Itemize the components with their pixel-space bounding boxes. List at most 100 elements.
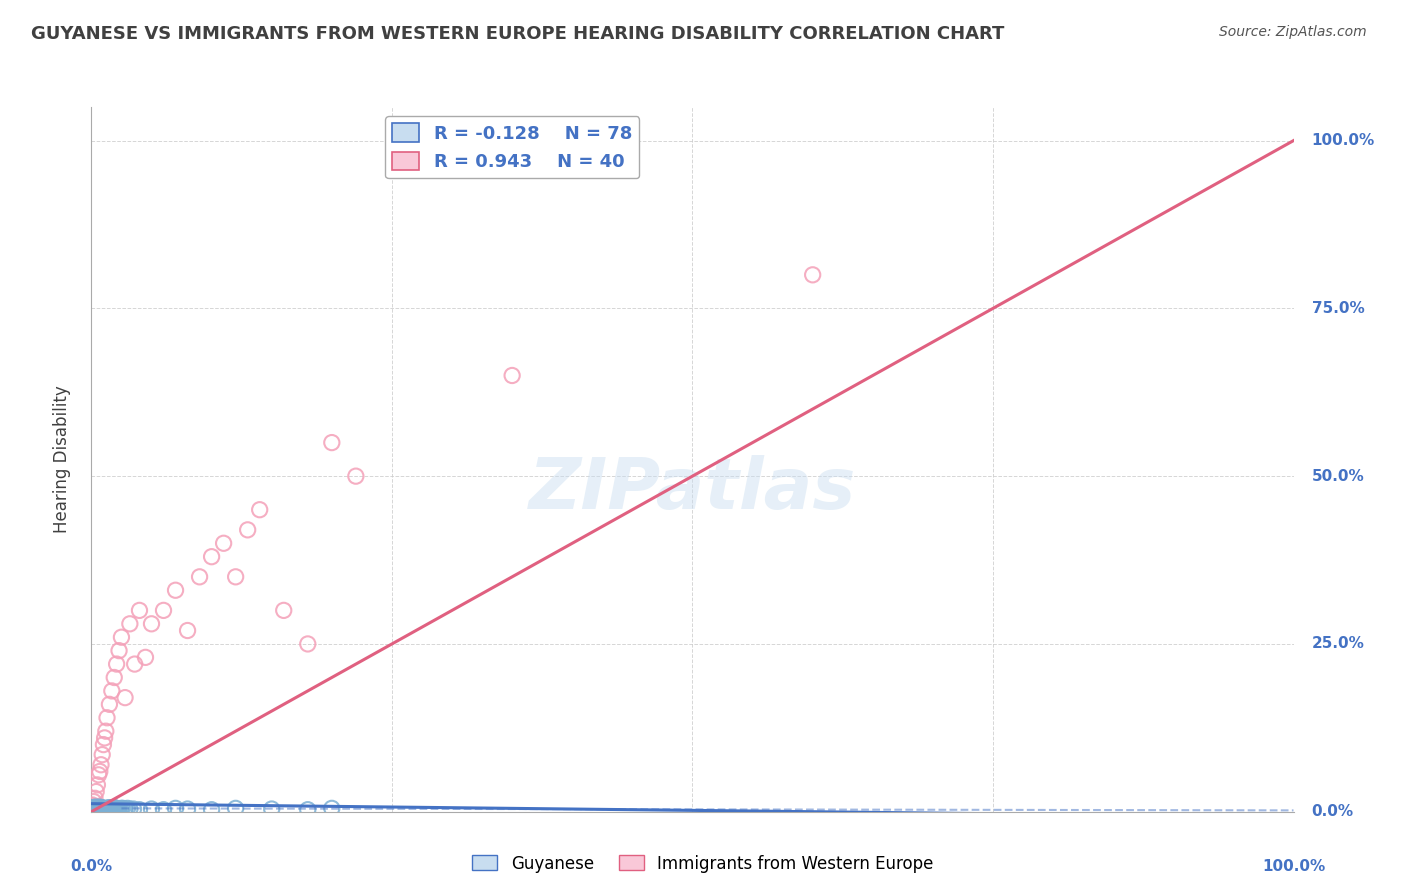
- Point: [110, 630, 132, 644]
- Point: [89, 801, 111, 815]
- Point: [90, 802, 112, 816]
- Point: [82, 801, 104, 815]
- Point: [141, 616, 163, 631]
- Point: [273, 603, 295, 617]
- Point: [82, 800, 104, 814]
- Point: [100, 801, 122, 815]
- Point: [176, 802, 198, 816]
- Legend: R = -0.128    N = 78, R = 0.943    N = 40: R = -0.128 N = 78, R = 0.943 N = 40: [385, 116, 640, 178]
- Point: [225, 570, 247, 584]
- Point: [87, 803, 110, 817]
- Point: [93, 731, 115, 745]
- Point: [87, 801, 110, 815]
- Point: [114, 690, 136, 705]
- Point: [86, 802, 108, 816]
- Point: [89, 803, 111, 817]
- Point: [176, 624, 198, 638]
- Point: [96, 711, 118, 725]
- Point: [188, 570, 211, 584]
- Point: [212, 536, 235, 550]
- Point: [141, 802, 163, 816]
- Text: 25.0%: 25.0%: [1312, 636, 1364, 651]
- Point: [86, 802, 108, 816]
- Point: [98, 802, 121, 816]
- Point: [90, 800, 112, 814]
- Point: [101, 801, 124, 815]
- Text: 50.0%: 50.0%: [1312, 468, 1364, 483]
- Point: [90, 800, 112, 814]
- Point: [84, 802, 107, 816]
- Point: [501, 368, 523, 383]
- Text: 100.0%: 100.0%: [1312, 133, 1375, 148]
- Point: [107, 803, 129, 817]
- Point: [344, 469, 367, 483]
- Point: [96, 803, 118, 817]
- Point: [105, 802, 128, 816]
- Text: ZIPatlas: ZIPatlas: [529, 455, 856, 524]
- Point: [101, 803, 124, 817]
- Point: [97, 801, 120, 815]
- Point: [83, 801, 105, 815]
- Point: [91, 801, 114, 815]
- Point: [165, 801, 187, 815]
- Text: 0.0%: 0.0%: [70, 859, 112, 873]
- Legend: Guyanese, Immigrants from Western Europe: Guyanese, Immigrants from Western Europe: [465, 848, 941, 880]
- Point: [94, 724, 117, 739]
- Point: [165, 583, 187, 598]
- Point: [93, 801, 115, 815]
- Point: [87, 801, 110, 815]
- Point: [87, 802, 110, 816]
- Point: [118, 616, 141, 631]
- Point: [89, 800, 111, 814]
- Point: [91, 747, 114, 762]
- Point: [152, 803, 174, 817]
- Point: [98, 802, 121, 816]
- Point: [200, 549, 222, 564]
- Point: [297, 637, 319, 651]
- Point: [86, 778, 108, 792]
- Point: [128, 603, 150, 617]
- Point: [83, 803, 105, 817]
- Point: [84, 791, 107, 805]
- Point: [83, 802, 105, 816]
- Point: [103, 802, 125, 816]
- Point: [82, 797, 104, 812]
- Text: GUYANESE VS IMMIGRANTS FROM WESTERN EUROPE HEARING DISABILITY CORRELATION CHART: GUYANESE VS IMMIGRANTS FROM WESTERN EURO…: [31, 25, 1004, 43]
- Point: [107, 802, 129, 816]
- Point: [94, 802, 117, 816]
- Point: [93, 738, 115, 752]
- Point: [86, 800, 108, 814]
- Point: [110, 803, 132, 817]
- Point: [124, 657, 146, 671]
- Point: [84, 801, 107, 815]
- Point: [200, 803, 222, 817]
- Point: [97, 800, 120, 814]
- Text: 0.0%: 0.0%: [1312, 805, 1354, 819]
- Point: [94, 802, 117, 816]
- Point: [83, 795, 105, 809]
- Point: [152, 603, 174, 617]
- Text: Source: ZipAtlas.com: Source: ZipAtlas.com: [1219, 25, 1367, 39]
- Point: [114, 802, 136, 816]
- Point: [83, 803, 105, 817]
- Point: [108, 643, 131, 657]
- Point: [90, 802, 112, 816]
- Point: [321, 801, 343, 815]
- Point: [321, 435, 343, 450]
- Point: [89, 764, 111, 779]
- Point: [801, 268, 824, 282]
- Point: [87, 768, 110, 782]
- Text: 100.0%: 100.0%: [1263, 859, 1324, 873]
- Point: [90, 757, 112, 772]
- Point: [86, 803, 108, 817]
- Point: [96, 803, 118, 817]
- Point: [118, 802, 141, 816]
- Point: [91, 802, 114, 816]
- Point: [93, 802, 115, 816]
- Point: [84, 801, 107, 815]
- Point: [104, 800, 127, 814]
- Point: [103, 671, 125, 685]
- Point: [93, 801, 115, 815]
- Point: [101, 684, 124, 698]
- Text: 75.0%: 75.0%: [1312, 301, 1364, 316]
